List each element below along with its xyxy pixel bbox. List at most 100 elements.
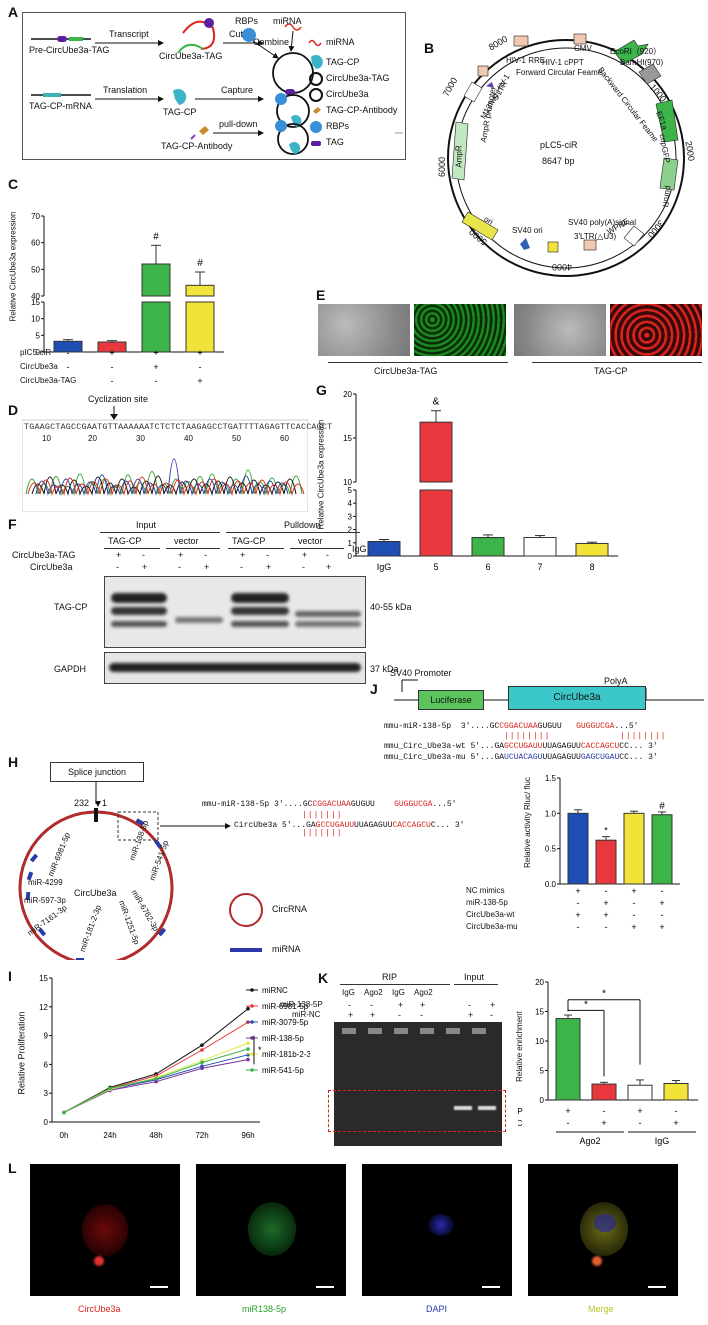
c-mark: # bbox=[197, 258, 203, 269]
c-ytick: 0 bbox=[36, 348, 41, 357]
panel-letter-f: F bbox=[8, 516, 17, 532]
panel-k-chart: Relative enrichment 05101520+--++--+miR-… bbox=[480, 972, 708, 1152]
i-point bbox=[154, 1077, 158, 1081]
l-image-merge bbox=[528, 1164, 678, 1296]
panel-i: Relative Proliferation 0 3 6 9 12 15 0h 24h 48h 7… bbox=[10, 972, 316, 1152]
k-sign: + bbox=[601, 1118, 606, 1128]
a-mirna-label: miRNA bbox=[273, 16, 302, 26]
j-r1-d: GUGGUCGA bbox=[576, 722, 615, 731]
a-transcript-label: Transcript bbox=[109, 29, 149, 39]
c-row-1: CircUbe3a bbox=[20, 362, 58, 371]
d-pos-20: 20 bbox=[88, 434, 97, 443]
c-ytick: 40 bbox=[31, 292, 40, 301]
f-sign-row2: + bbox=[142, 562, 148, 572]
i-point bbox=[200, 1066, 204, 1071]
j-row-3: CircUbe3a-mu bbox=[466, 922, 518, 931]
k-group-label: IgG bbox=[655, 1136, 670, 1146]
h-center-label: CircUbe3a bbox=[74, 888, 117, 898]
d-sequence: TGAAGCTAGCCGAATGTTAAAAAATCTCTCTAAGAGCCTG… bbox=[24, 422, 333, 432]
panel-e: CircUbe3a-TAG TAG-CP bbox=[318, 304, 708, 382]
i-point bbox=[246, 1047, 250, 1051]
i-legend-label: miR-181b-2-3p bbox=[262, 1050, 310, 1059]
a-antibody-label: TAG-CP-Antibody bbox=[161, 141, 233, 151]
f-group-0: TAG-CP bbox=[108, 536, 142, 546]
f-sign-row1: + bbox=[240, 550, 246, 560]
j-r2-name: mmu_Circ_Ube3a-wt bbox=[384, 742, 466, 751]
j-ytick: 0.0 bbox=[545, 880, 557, 889]
i-xtick: 48h bbox=[149, 1131, 162, 1140]
k-bar bbox=[627, 1084, 653, 1101]
f-sign-row2: - bbox=[240, 562, 243, 572]
b-tick-6000: 6000 bbox=[437, 156, 448, 178]
k-sign-row1: - bbox=[348, 1000, 351, 1010]
g-xtick: 7 bbox=[537, 562, 542, 572]
j-r1-e: ...5' bbox=[614, 722, 639, 731]
b-tick-4000: 4000 bbox=[552, 262, 573, 272]
i-legend-marker bbox=[250, 1036, 254, 1040]
f-sign-row1: - bbox=[326, 550, 329, 560]
i-ytick: 3 bbox=[44, 1089, 49, 1098]
k-star: * bbox=[584, 999, 588, 1010]
g-ytick: 15 bbox=[343, 434, 352, 443]
i-point bbox=[246, 1041, 250, 1046]
j-mark: * bbox=[604, 826, 608, 836]
h-mir-3: miR-4299 bbox=[28, 878, 63, 887]
a-translation-label: Translation bbox=[103, 85, 148, 95]
j-bar bbox=[567, 812, 589, 885]
i-legend-marker bbox=[250, 1004, 254, 1008]
k-sign: - bbox=[639, 1118, 642, 1128]
f-sign-row1: + bbox=[178, 550, 184, 560]
i-ytick: 15 bbox=[39, 974, 48, 983]
i-legend-marker bbox=[250, 988, 254, 992]
l-label-3: Merge bbox=[588, 1304, 614, 1314]
h-seq-top-e: ...5' bbox=[432, 800, 457, 809]
e-label-1: CircUbe3a-TAG bbox=[374, 366, 438, 376]
k-lane-1: Ago2 bbox=[364, 988, 383, 997]
j-bar bbox=[651, 814, 673, 885]
g-bar bbox=[367, 540, 401, 557]
j-sign: + bbox=[631, 886, 636, 896]
i-legend-label: miRNC bbox=[262, 986, 288, 995]
panel-letter-k: K bbox=[318, 970, 329, 986]
g-xtick: 6 bbox=[485, 562, 490, 572]
l-image-green bbox=[196, 1164, 346, 1296]
f-group-2: TAG-CP bbox=[232, 536, 266, 546]
h-seq-bot-b: GCCUGAUU bbox=[315, 821, 355, 830]
k-sign: + bbox=[673, 1118, 678, 1128]
f-row1-label: CircUbe3a-TAG bbox=[12, 550, 76, 560]
f-blot1-label: TAG-CP bbox=[54, 602, 88, 612]
a-rbps-label: RBPs bbox=[235, 16, 259, 26]
c-bar bbox=[185, 301, 215, 353]
k-sign: + bbox=[565, 1106, 570, 1116]
i-legend-marker bbox=[250, 1020, 254, 1024]
j-r2-b: GCCUGAUU bbox=[504, 742, 543, 751]
j-r1-name: mmu-miR-138-5p bbox=[384, 722, 452, 731]
j-ytick: 0.5 bbox=[545, 845, 557, 854]
b-rre: HIV-1 RRE bbox=[506, 56, 546, 65]
k-sign-row1: + bbox=[420, 1000, 426, 1010]
a-legend-1: TAG-CP bbox=[326, 57, 360, 67]
f-kda1: 40-55 kDa bbox=[370, 602, 412, 612]
j-r2-e: CC... 3' bbox=[619, 742, 658, 751]
panel-letter-d: D bbox=[8, 402, 19, 418]
panel-letter-g: G bbox=[316, 382, 327, 398]
k-brow2: miR-NC bbox=[518, 1119, 523, 1128]
c-ytick: 70 bbox=[31, 212, 40, 221]
f-pulldown-label: Pulldown bbox=[284, 520, 321, 530]
k-sign-row1: - bbox=[370, 1000, 373, 1010]
c-ytick: 15 bbox=[31, 298, 40, 307]
i-point bbox=[246, 1057, 250, 1062]
f-sign-row1: + bbox=[302, 550, 308, 560]
f-sign-row2: + bbox=[266, 562, 272, 572]
j-sign: + bbox=[603, 910, 608, 920]
b-cppt: HIV-1 cPPT bbox=[542, 58, 584, 67]
i-ytick: 0 bbox=[44, 1118, 49, 1127]
f-sign-row2: + bbox=[326, 562, 332, 572]
k-sign-row2: + bbox=[348, 1010, 354, 1020]
i-xtick: 0h bbox=[60, 1131, 69, 1140]
a-mrna-label: TAG-CP-mRNA bbox=[29, 101, 92, 111]
h-mir-4: miR-597-3p bbox=[24, 896, 66, 905]
k-bar bbox=[591, 1083, 617, 1101]
a-pre-label: Pre-CircUbe3a-TAG bbox=[29, 45, 110, 55]
